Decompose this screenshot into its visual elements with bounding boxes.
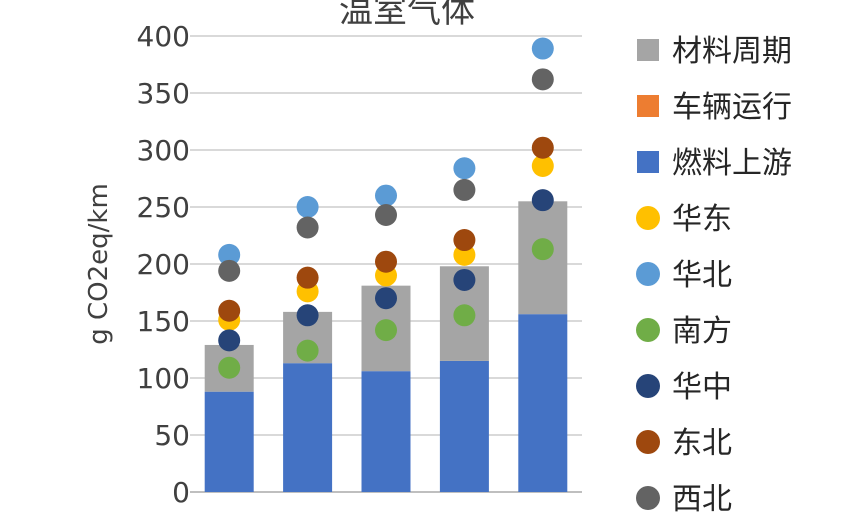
data-point — [375, 250, 397, 273]
y-axis-label: g CO2eq/km — [84, 183, 114, 345]
data-point — [531, 189, 554, 212]
y-axis: 0 50 100 150 200 250 300 350 400 — [137, 20, 190, 509]
data-point — [453, 304, 476, 327]
data-point — [218, 243, 241, 266]
legend-marker — [636, 262, 660, 286]
data-point — [296, 266, 319, 289]
y-tick-label: 50 — [154, 419, 190, 452]
legend-marker — [636, 486, 660, 510]
legend-marker — [636, 430, 660, 454]
legend-label: 材料周期 — [672, 34, 792, 69]
y-tick-label: 350 — [137, 77, 190, 110]
data-point — [453, 229, 476, 252]
y-tick-label: 200 — [137, 248, 190, 281]
legend-label: 西北 — [672, 482, 732, 517]
legend-label: 车辆运行 — [672, 90, 792, 125]
data-point — [453, 268, 476, 291]
legend-label: 南方 — [672, 314, 732, 349]
data-point — [453, 178, 476, 201]
data-point — [375, 203, 397, 226]
data-point — [531, 68, 554, 91]
y-tick-label: 100 — [137, 362, 190, 395]
data-point — [453, 157, 476, 180]
data-point — [375, 184, 397, 207]
legend-swatch — [637, 151, 659, 173]
data-point — [218, 259, 241, 282]
bar-segment — [204, 391, 254, 492]
data-point — [531, 238, 554, 261]
bar-segment — [518, 314, 568, 492]
data-point — [531, 136, 554, 159]
bar-stacks — [204, 201, 568, 492]
y-tick-label: 150 — [137, 305, 190, 338]
y-tick-label: 400 — [137, 20, 190, 53]
data-point — [296, 216, 319, 239]
y-tick-label: 250 — [137, 191, 190, 224]
legend-label: 燃料上游 — [672, 146, 792, 181]
data-point — [296, 196, 319, 218]
data-point — [375, 287, 397, 310]
legend-label: 东北 — [672, 426, 732, 461]
data-point — [531, 154, 554, 177]
bar-segment — [439, 360, 489, 492]
bar-segment — [361, 371, 411, 492]
legend-label: 华北 — [672, 258, 732, 293]
legend-swatch — [637, 95, 659, 117]
bar-segment — [283, 363, 333, 492]
data-point — [218, 329, 241, 352]
data-point — [296, 304, 319, 327]
legend-marker — [636, 206, 660, 230]
chart-title: 温室气体 — [339, 0, 475, 31]
data-point — [218, 299, 241, 322]
legend-label: 华中 — [672, 370, 732, 405]
legend-marker — [636, 374, 660, 398]
data-point — [375, 319, 397, 342]
y-tick-label: 300 — [137, 134, 190, 167]
y-tick-label: 0 — [172, 476, 190, 509]
data-point — [296, 339, 319, 362]
data-point — [531, 37, 554, 60]
point-markers — [218, 37, 554, 379]
data-point — [218, 356, 241, 379]
legend-label: 华东 — [672, 202, 732, 237]
legend-swatch — [637, 39, 659, 61]
legend-marker — [636, 318, 660, 342]
